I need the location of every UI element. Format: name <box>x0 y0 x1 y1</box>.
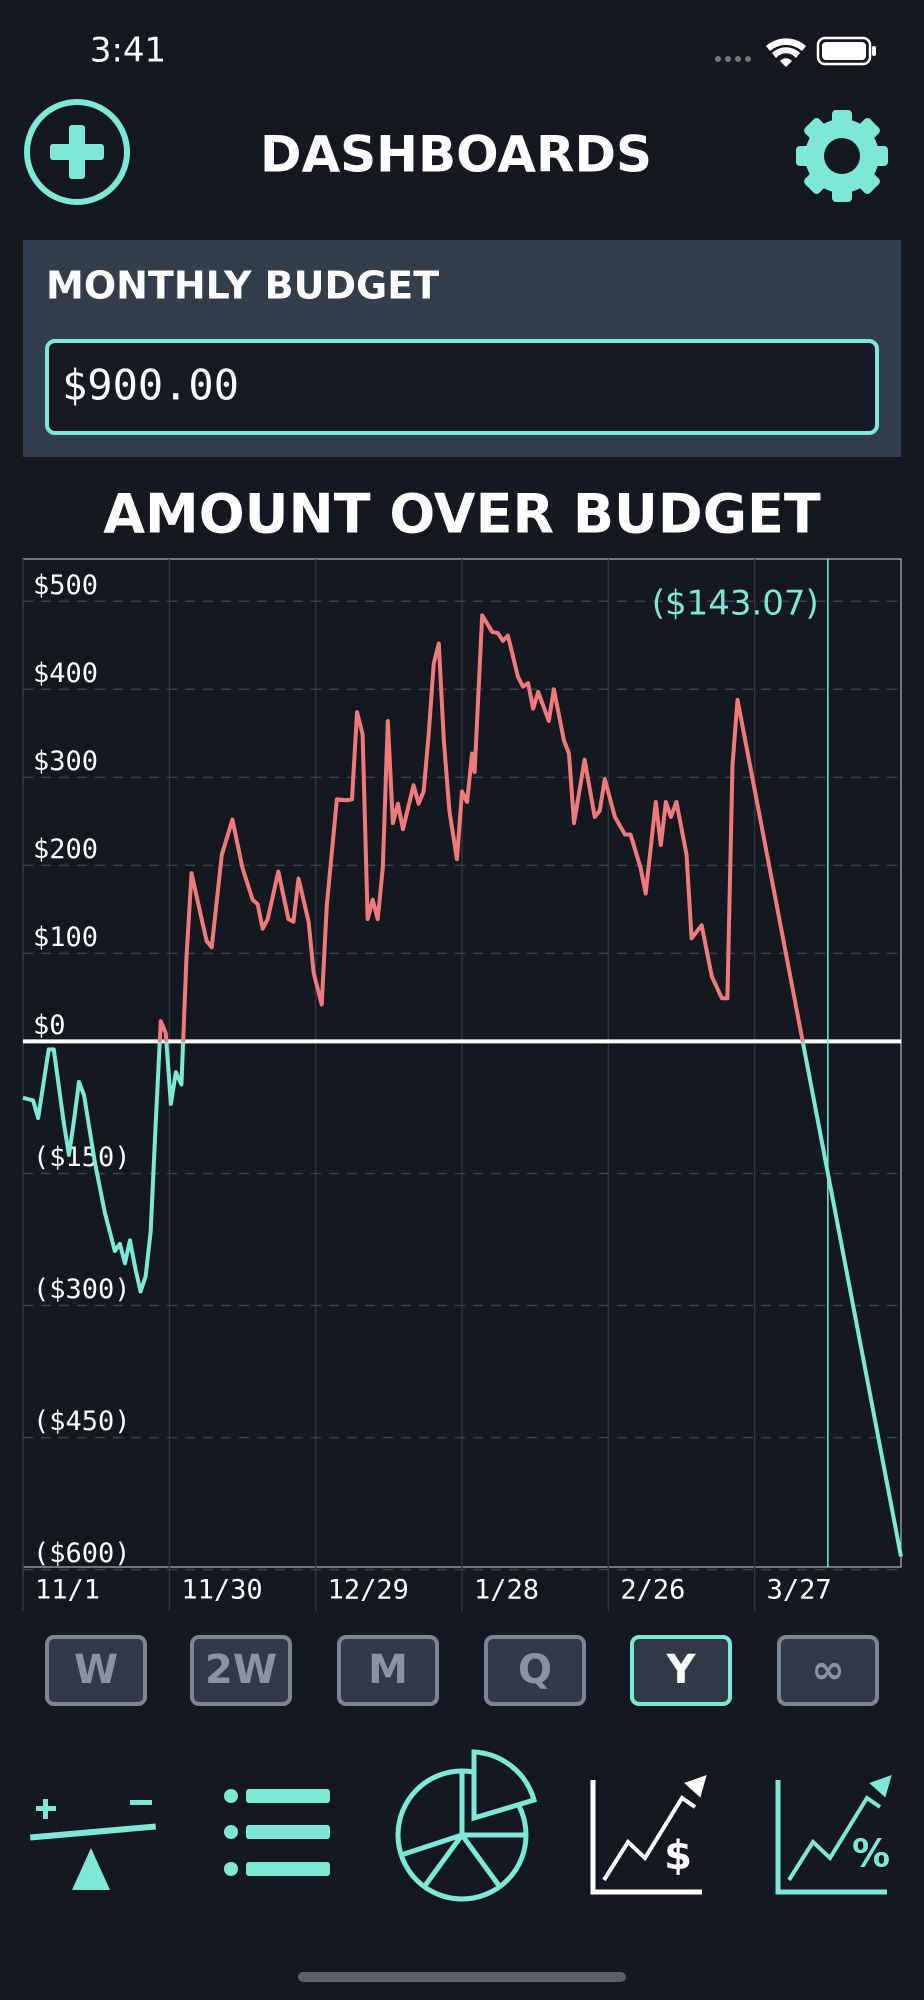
x-tick-label: 11/30 <box>181 1575 262 1606</box>
header-title: DASHBOARDS <box>260 126 652 184</box>
svg-text:%: % <box>852 1832 890 1876</box>
tab-budget[interactable] <box>29 1799 157 1890</box>
y-tick-label: $0 <box>33 1010 66 1041</box>
period-button[interactable] <box>337 1635 439 1706</box>
period-button[interactable] <box>484 1635 586 1706</box>
tab-percent-chart[interactable]: % <box>775 1775 892 1895</box>
y-tick-label: ($300) <box>33 1274 131 1305</box>
chart-title: AMOUNT OVER BUDGET <box>103 483 821 546</box>
svg-text:$: $ <box>664 1833 692 1879</box>
period-button[interactable] <box>777 1635 879 1706</box>
period-button[interactable] <box>190 1635 292 1706</box>
y-tick-label: $100 <box>33 922 98 953</box>
period-buttons: W 2W M Q Y ∞ <box>45 1635 879 1706</box>
budget-value: $900.00 <box>62 361 239 410</box>
period-button[interactable] <box>630 1635 732 1706</box>
tab-list[interactable] <box>224 1789 330 1876</box>
marker-label: ($143.07) <box>652 584 819 624</box>
y-tick-label: ($150) <box>33 1142 131 1173</box>
y-tick-label: $500 <box>33 570 98 601</box>
y-tick-label: $200 <box>33 834 98 865</box>
x-tick-label: 12/29 <box>328 1575 409 1606</box>
period-label: ∞ <box>811 1647 844 1693</box>
tab-spending-chart[interactable]: $ <box>590 1775 707 1895</box>
x-tick-label: 11/1 <box>35 1575 100 1606</box>
x-tick-label: 1/28 <box>474 1575 539 1606</box>
period-label: 2W <box>205 1647 277 1693</box>
status-icons <box>715 36 876 67</box>
budget-input[interactable] <box>45 339 879 435</box>
status-time: 3:41 <box>90 31 166 71</box>
chart: 11/1 11/30 12/29 1/28 2/26 3/27 $500 $400 $300 $2… <box>22 558 903 1611</box>
period-label: Q <box>518 1647 552 1693</box>
period-button[interactable] <box>45 1635 147 1706</box>
y-tick-label: ($450) <box>33 1406 131 1437</box>
x-tick-label: 3/27 <box>767 1575 832 1606</box>
budget-label: MONTHLY BUDGET <box>46 264 439 308</box>
period-label: Y <box>666 1647 697 1693</box>
period-label: M <box>368 1647 408 1693</box>
tab-pie[interactable] <box>395 1749 538 1902</box>
y-tick-label: $300 <box>33 746 98 777</box>
y-tick-label: ($600) <box>33 1538 131 1569</box>
settings-button[interactable] <box>796 110 888 202</box>
period-label: W <box>74 1647 118 1693</box>
home-indicator <box>298 1972 626 1982</box>
x-tick-label: 2/26 <box>620 1575 685 1606</box>
add-button[interactable] <box>24 99 130 205</box>
budget-line <box>22 613 903 1557</box>
y-tick-label: $400 <box>33 658 98 689</box>
